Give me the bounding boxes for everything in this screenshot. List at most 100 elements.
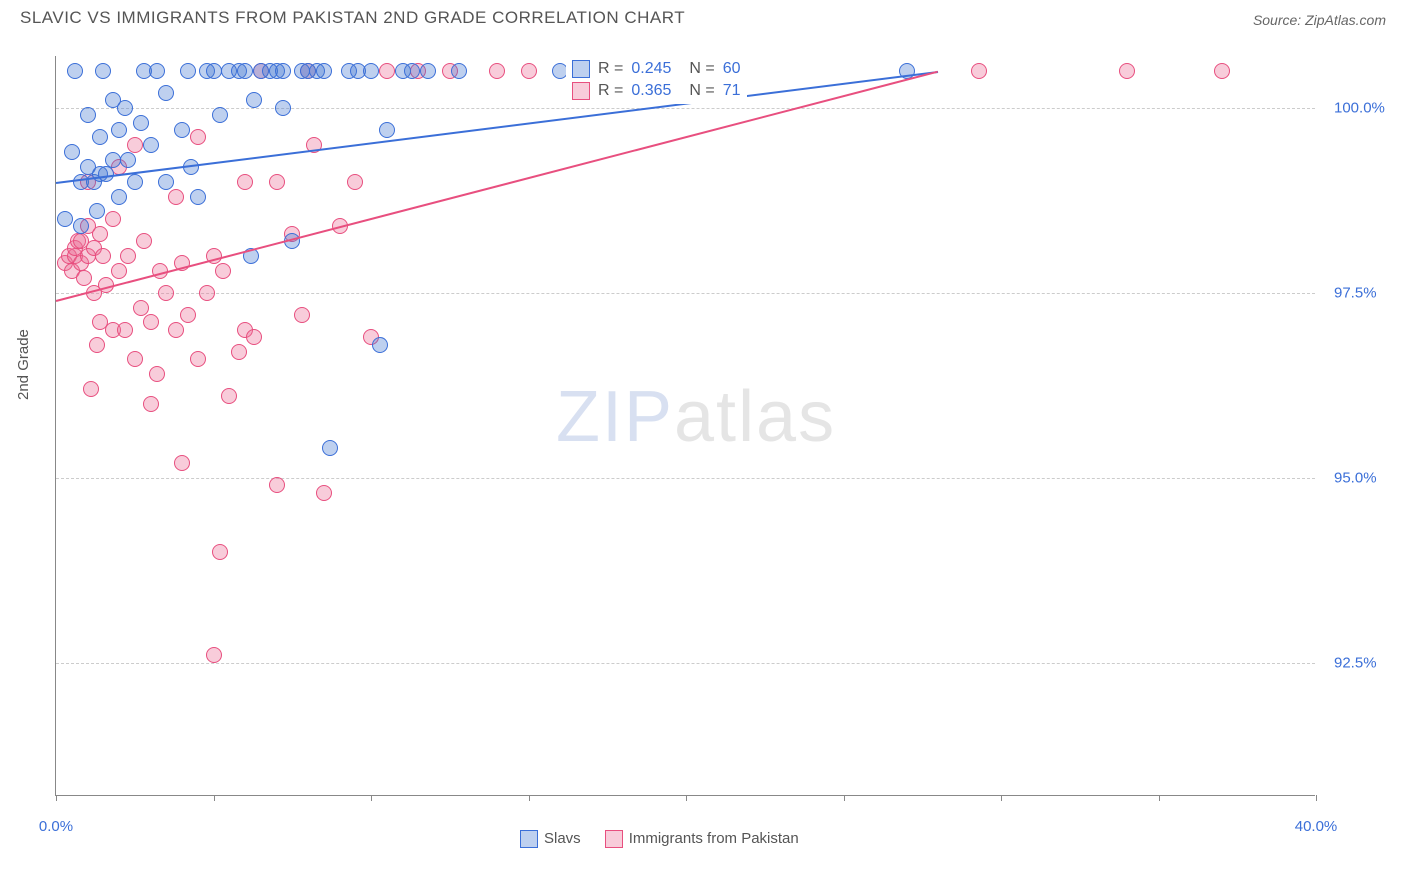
legend-bottom: Slavs Immigrants from Pakistan — [520, 830, 799, 848]
scatter-point — [64, 144, 80, 160]
scatter-point — [111, 122, 127, 138]
grid-line — [56, 108, 1315, 109]
scatter-point — [221, 388, 237, 404]
x-tick — [56, 795, 57, 801]
legend-r-value: 0.245 — [631, 60, 671, 78]
scatter-point — [451, 63, 467, 79]
scatter-point — [117, 100, 133, 116]
scatter-point — [180, 63, 196, 79]
scatter-point — [105, 211, 121, 227]
scatter-point — [489, 63, 505, 79]
scatter-point — [215, 263, 231, 279]
scatter-point — [206, 63, 222, 79]
scatter-point — [120, 152, 136, 168]
scatter-point — [206, 647, 222, 663]
legend-n-label: N = — [689, 60, 714, 78]
scatter-point — [190, 189, 206, 205]
scatter-point — [111, 189, 127, 205]
scatter-point — [237, 174, 253, 190]
scatter-point — [158, 285, 174, 301]
scatter-point — [190, 351, 206, 367]
scatter-point — [143, 396, 159, 412]
chart-title: SLAVIC VS IMMIGRANTS FROM PAKISTAN 2ND G… — [20, 8, 685, 28]
scatter-point — [73, 218, 89, 234]
scatter-point — [379, 63, 395, 79]
scatter-point — [143, 314, 159, 330]
x-tick — [686, 795, 687, 801]
scatter-point — [379, 122, 395, 138]
scatter-point — [168, 189, 184, 205]
grid-line — [56, 293, 1315, 294]
scatter-point — [275, 100, 291, 116]
legend-row: R = 0.245 N = 60 — [572, 58, 741, 80]
x-tick — [1159, 795, 1160, 801]
x-tick — [1316, 795, 1317, 801]
legend-swatch — [572, 60, 590, 78]
scatter-point — [269, 174, 285, 190]
scatter-point — [190, 129, 206, 145]
scatter-point — [168, 322, 184, 338]
scatter-point — [174, 455, 190, 471]
scatter-point — [372, 337, 388, 353]
x-tick-label: 40.0% — [1295, 818, 1338, 835]
scatter-point — [67, 63, 83, 79]
scatter-point — [246, 92, 262, 108]
scatter-point — [158, 174, 174, 190]
legend-n-label: N = — [689, 82, 714, 100]
scatter-point — [133, 300, 149, 316]
scatter-point — [83, 381, 99, 397]
scatter-point — [117, 322, 133, 338]
scatter-point — [1214, 63, 1230, 79]
legend-label-slavs: Slavs — [544, 830, 581, 847]
watermark: ZIPatlas — [556, 376, 836, 458]
scatter-point — [158, 85, 174, 101]
x-tick-label: 0.0% — [39, 818, 73, 835]
trend-line — [56, 71, 939, 302]
scatter-point — [269, 477, 285, 493]
scatter-point — [127, 137, 143, 153]
scatter-point — [127, 174, 143, 190]
scatter-point — [316, 485, 332, 501]
scatter-point — [120, 248, 136, 264]
scatter-point — [316, 63, 332, 79]
y-tick-label: 100.0% — [1334, 99, 1385, 116]
legend-r-label: R = — [598, 60, 623, 78]
scatter-point — [363, 63, 379, 79]
legend-n-value: 71 — [723, 82, 741, 100]
legend-n-value: 60 — [723, 60, 741, 78]
scatter-point — [1119, 63, 1135, 79]
scatter-point — [57, 211, 73, 227]
scatter-point — [199, 285, 215, 301]
watermark-zip: ZIP — [556, 377, 674, 457]
scatter-point — [111, 263, 127, 279]
chart-source: Source: ZipAtlas.com — [1253, 12, 1386, 28]
scatter-point — [275, 63, 291, 79]
legend-top: R = 0.245 N = 60R = 0.365 N = 71 — [566, 56, 747, 104]
scatter-point — [212, 107, 228, 123]
legend-swatch-slavs — [520, 830, 538, 848]
legend-item-slavs: Slavs — [520, 830, 581, 848]
scatter-point — [347, 174, 363, 190]
scatter-point — [180, 307, 196, 323]
x-tick — [1001, 795, 1002, 801]
scatter-point — [231, 344, 247, 360]
scatter-point — [420, 63, 436, 79]
y-tick-label: 92.5% — [1334, 654, 1377, 671]
scatter-point — [136, 233, 152, 249]
y-tick-label: 97.5% — [1334, 284, 1377, 301]
scatter-point — [92, 129, 108, 145]
grid-line — [56, 663, 1315, 664]
y-tick-label: 95.0% — [1334, 469, 1377, 486]
scatter-point — [127, 351, 143, 367]
scatter-point — [294, 307, 310, 323]
scatter-point — [322, 440, 338, 456]
x-tick — [371, 795, 372, 801]
scatter-point — [89, 203, 105, 219]
chart-header: SLAVIC VS IMMIGRANTS FROM PAKISTAN 2ND G… — [0, 0, 1406, 32]
legend-item-pakistan: Immigrants from Pakistan — [605, 830, 799, 848]
grid-line — [56, 478, 1315, 479]
scatter-point — [105, 152, 121, 168]
scatter-point — [95, 63, 111, 79]
x-tick — [529, 795, 530, 801]
legend-r-value: 0.365 — [631, 82, 671, 100]
